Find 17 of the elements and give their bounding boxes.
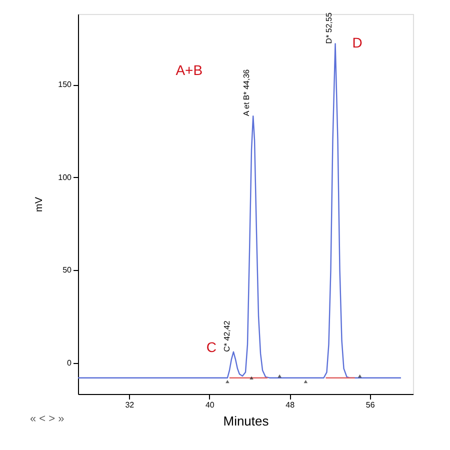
annotation: C* 42,42 (222, 320, 232, 352)
annotation: A+B (176, 62, 203, 78)
text: « < > » (30, 413, 64, 425)
annotation: D* 52,55 (324, 12, 334, 44)
y-axis-title: mV (34, 196, 46, 212)
x-tick-label: 56 (366, 400, 376, 410)
x-tick-label: 32 (125, 400, 135, 410)
x-tick-label: 40 (205, 400, 215, 410)
y-tick-label: 100 (58, 172, 72, 182)
y-tick-label: 150 (58, 80, 72, 90)
annotation: A et B* 44,36 (242, 68, 252, 116)
annotation: C (206, 338, 217, 355)
y-tick-label: 0 (67, 358, 72, 368)
x-tick-label: 48 (286, 400, 296, 410)
annotation: D (352, 34, 362, 51)
y-tick-label: 50 (62, 266, 72, 275)
x-axis-title: Minutes (223, 414, 270, 428)
